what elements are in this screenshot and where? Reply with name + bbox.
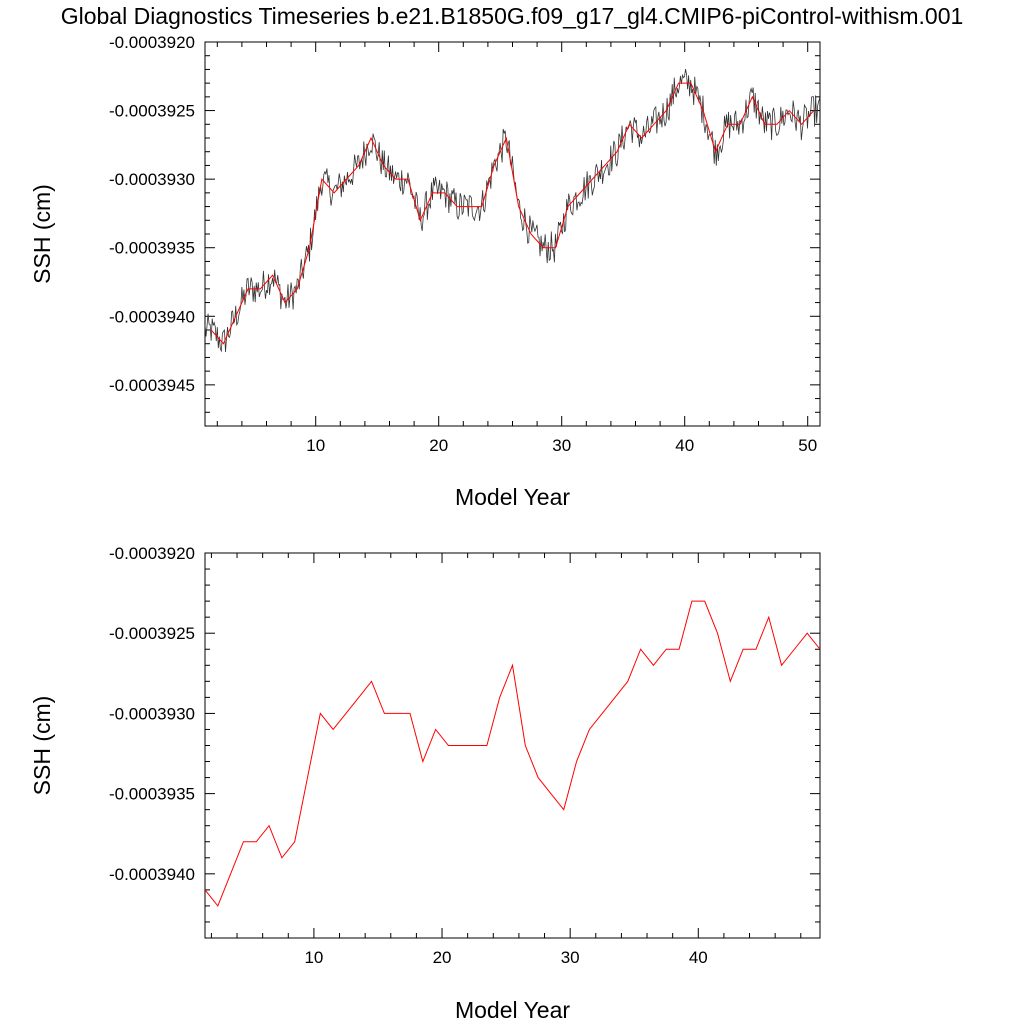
x-tick-label: 10 bbox=[304, 948, 323, 967]
y-axis-label: SSH (cm) bbox=[29, 696, 55, 796]
x-tick-label: 10 bbox=[306, 436, 325, 455]
plot-frame bbox=[204, 552, 821, 939]
plot-frame bbox=[204, 41, 821, 427]
bottom-panel: 10 20 30 40 -0.0003920 -0.0003925 -0.0003930 -0… bbox=[29, 544, 821, 1023]
x-tick-label: 50 bbox=[798, 436, 817, 455]
y-tick-label: -0.0003925 bbox=[109, 102, 195, 121]
x-tick-label: 30 bbox=[552, 436, 571, 455]
x-tick-label: 40 bbox=[675, 436, 694, 455]
y-tick-label: -0.0003935 bbox=[109, 785, 195, 804]
chart-title: Global Diagnostics Timeseries b.e21.B185… bbox=[61, 3, 964, 29]
y-tick-label: -0.0003940 bbox=[109, 307, 195, 326]
y-tick-label: -0.0003930 bbox=[109, 170, 195, 189]
x-axis-label: Model Year bbox=[455, 997, 570, 1023]
x-axis-label: Model Year bbox=[455, 484, 570, 510]
y-tick-label: -0.0003935 bbox=[109, 239, 195, 258]
top-panel: 10 20 30 40 50 -0.0003920 -0.0003925 -0.0003930… bbox=[29, 33, 821, 510]
y-tick-label: -0.0003930 bbox=[109, 704, 195, 723]
monthly-series-line bbox=[205, 68, 820, 353]
y-axis-label: SSH (cm) bbox=[29, 184, 55, 284]
annual-series-line bbox=[205, 600, 820, 907]
x-tick-label: 40 bbox=[689, 948, 708, 967]
y-tick-label: -0.0003945 bbox=[109, 376, 195, 395]
y-tick-label: -0.0003940 bbox=[109, 865, 195, 884]
x-tick-label: 20 bbox=[433, 948, 452, 967]
x-tick-label: 20 bbox=[429, 436, 448, 455]
y-tick-label: -0.0003925 bbox=[109, 624, 195, 643]
y-tick-label: -0.0003920 bbox=[109, 544, 195, 563]
y-tick-label: -0.0003920 bbox=[109, 33, 195, 52]
annual-series-line bbox=[210, 82, 815, 345]
x-tick-label: 30 bbox=[561, 948, 580, 967]
